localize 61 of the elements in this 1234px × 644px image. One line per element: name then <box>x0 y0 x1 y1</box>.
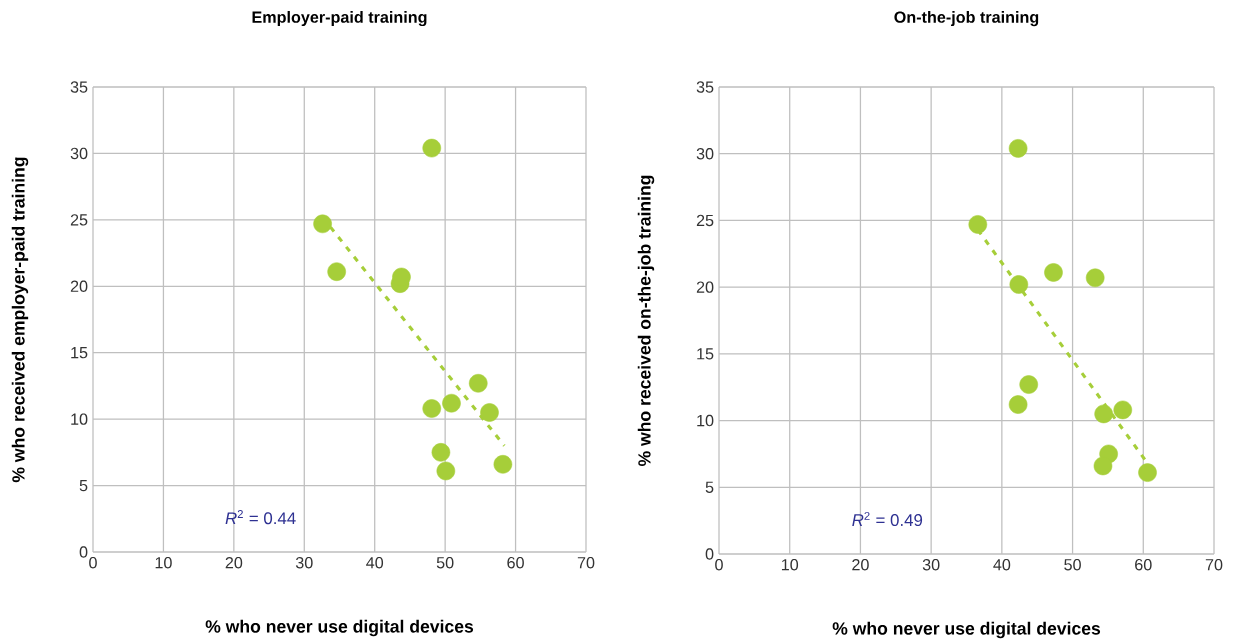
point <box>431 443 451 462</box>
x-tick-label: 0 <box>89 556 97 569</box>
x-tick-label: 70 <box>1205 558 1223 571</box>
x-tick-label: 40 <box>366 556 384 569</box>
point <box>1093 456 1113 476</box>
point <box>1008 395 1028 414</box>
point <box>327 262 346 281</box>
y-tick-label: 5 <box>705 481 714 493</box>
x-tick-label: 20 <box>852 558 869 571</box>
point <box>442 393 461 413</box>
point <box>468 373 488 393</box>
y-tick-label: 35 <box>70 81 88 93</box>
y-tick-label: 20 <box>696 281 714 293</box>
x-tick-label: 50 <box>1064 558 1081 571</box>
point <box>436 461 456 481</box>
x-tick-label: 20 <box>225 556 243 569</box>
x-tick-label: 10 <box>155 556 172 569</box>
y-tick-label: 35 <box>696 81 714 93</box>
y-tick-label: 5 <box>79 479 88 492</box>
y-tick-label: 25 <box>696 214 714 227</box>
y-tick-label: 30 <box>696 147 714 160</box>
y-axis-title: % who received employer-paid training <box>11 157 29 483</box>
point <box>1009 275 1029 294</box>
x-tick-label: 70 <box>577 556 595 569</box>
y-tick-label: 0 <box>79 546 88 558</box>
point <box>493 455 513 474</box>
point <box>313 214 332 234</box>
point <box>422 399 442 418</box>
x-tick-label: 40 <box>993 558 1011 571</box>
x-axis-title: % who never use digital devices <box>832 621 1101 639</box>
point <box>1008 139 1028 158</box>
x-tick-label: 0 <box>715 558 723 571</box>
x-tick-label: 50 <box>436 556 454 569</box>
y-axis-title: % who received on-the-job training <box>637 175 655 467</box>
chart-title: Employer-paid training <box>252 11 427 27</box>
x-tick-label: 10 <box>781 558 799 571</box>
y-tick-label: 15 <box>697 348 714 360</box>
point <box>1113 400 1133 420</box>
point <box>1085 268 1105 288</box>
y-tick-label: 15 <box>71 347 88 359</box>
point <box>1019 375 1039 394</box>
x-tick-label: 30 <box>922 558 940 571</box>
y-tick-label: 20 <box>70 280 88 292</box>
annotation: R$^{2}$ = 0.49 <box>852 511 923 527</box>
annotation: R$^{2}$ = 0.44 <box>225 510 296 525</box>
point <box>1094 404 1113 424</box>
point <box>968 215 988 234</box>
point <box>1044 263 1063 282</box>
y-tick-label: 0 <box>705 548 714 560</box>
y-tick-label: 10 <box>697 414 714 427</box>
point <box>422 138 442 158</box>
point <box>1138 463 1157 482</box>
y-tick-label: 10 <box>71 413 88 425</box>
x-tick-label: 60 <box>507 556 524 569</box>
x-tick-label: 30 <box>295 556 313 569</box>
y-tick-label: 30 <box>70 147 88 160</box>
x-tick-label: 60 <box>1135 558 1152 571</box>
chart-title: On-the-job training <box>894 11 1039 27</box>
y-tick-label: 25 <box>70 214 88 226</box>
x-axis-title: % who never use digital devices <box>205 619 474 637</box>
point <box>480 403 499 422</box>
